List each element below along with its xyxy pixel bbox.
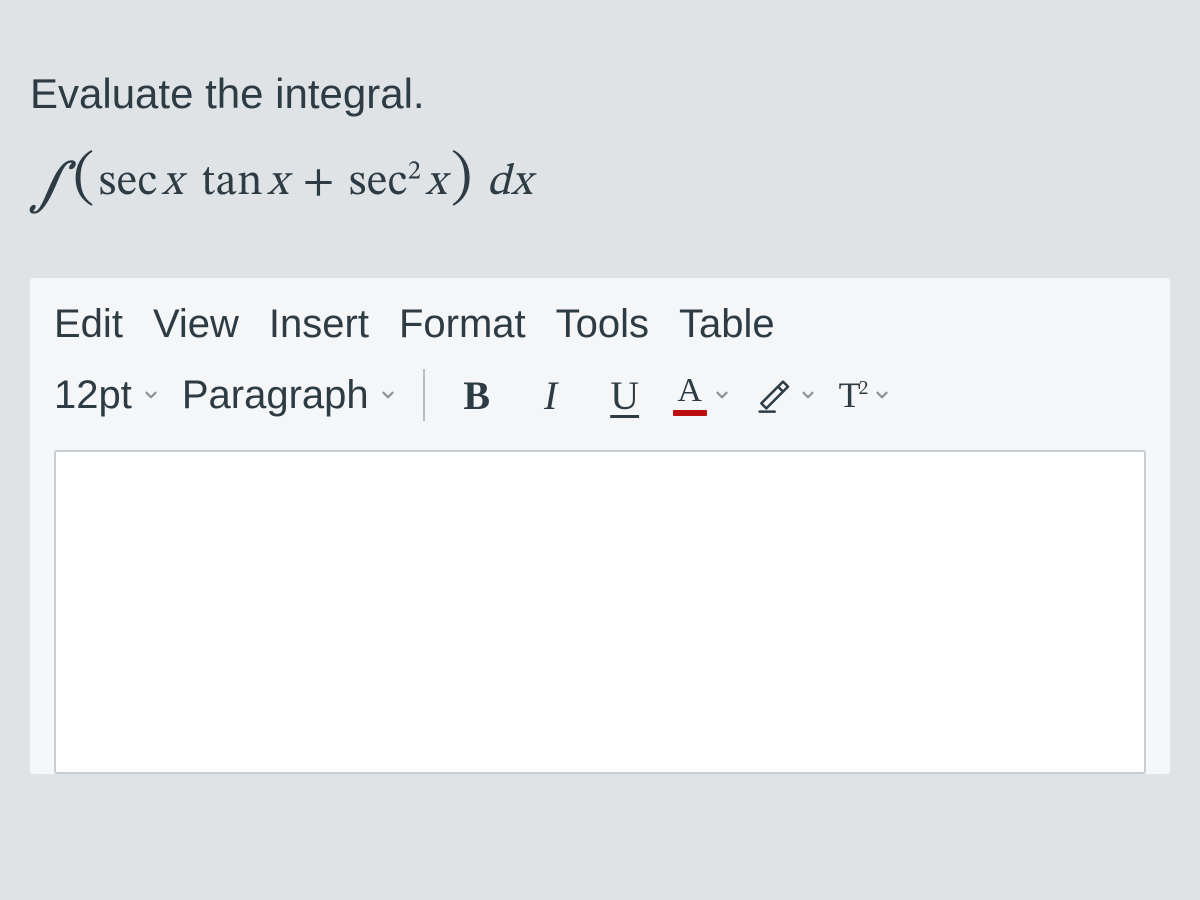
underline-button[interactable]: U xyxy=(599,369,651,421)
menu-insert[interactable]: Insert xyxy=(269,302,369,347)
italic-button[interactable]: I xyxy=(525,369,577,421)
chevron-down-icon xyxy=(713,386,731,404)
plus: + xyxy=(303,156,335,211)
sec-2: sec2 xyxy=(349,156,422,211)
editor-toolbar: 12pt Paragraph B I U xyxy=(30,369,1170,440)
x-3: x xyxy=(425,156,447,211)
underline-icon: U xyxy=(610,372,639,419)
chevron-down-icon xyxy=(142,386,160,404)
bold-icon: B xyxy=(463,372,490,419)
text-color-icon: A xyxy=(673,374,707,416)
editor-canvas[interactable] xyxy=(54,450,1146,774)
rich-text-editor: Edit View Insert Format Tools Table 12pt… xyxy=(30,278,1170,774)
block-format-dropdown[interactable]: Paragraph xyxy=(182,373,397,418)
block-format-label: Paragraph xyxy=(182,373,369,418)
bold-button[interactable]: B xyxy=(451,369,503,421)
tan: tan xyxy=(201,156,263,211)
chevron-down-icon xyxy=(873,386,891,404)
toolbar-divider xyxy=(423,369,425,421)
editor-menubar: Edit View Insert Format Tools Table xyxy=(30,302,1170,369)
menu-edit[interactable]: Edit xyxy=(54,302,123,347)
menu-tools[interactable]: Tools xyxy=(556,302,649,347)
sec-1: sec xyxy=(99,156,158,211)
superscript-icon: T2 xyxy=(839,374,867,416)
dx: dx xyxy=(487,156,533,211)
text-color-button[interactable]: A xyxy=(673,369,731,421)
italic-icon: I xyxy=(544,372,557,419)
integral-expression: ∫ ( sec x tan x + sec2 x ) dx xyxy=(30,148,1170,218)
menu-table[interactable]: Table xyxy=(679,302,775,347)
chevron-down-icon xyxy=(799,386,817,404)
highlighter-icon xyxy=(753,375,793,415)
superscript-button[interactable]: T2 xyxy=(839,369,891,421)
x-2: x xyxy=(267,156,289,211)
text-color-swatch xyxy=(673,410,707,416)
font-size-dropdown[interactable]: 12pt xyxy=(54,373,160,418)
chevron-down-icon xyxy=(379,386,397,404)
question-page: Evaluate the integral. ∫ ( sec x tan x +… xyxy=(0,0,1200,774)
x-1: x xyxy=(162,156,184,211)
question-prompt: Evaluate the integral. xyxy=(30,70,1170,118)
font-size-label: 12pt xyxy=(54,373,132,418)
highlight-color-button[interactable] xyxy=(753,369,817,421)
menu-format[interactable]: Format xyxy=(399,302,526,347)
integral-symbol: ∫ xyxy=(30,152,69,222)
menu-view[interactable]: View xyxy=(153,302,239,347)
